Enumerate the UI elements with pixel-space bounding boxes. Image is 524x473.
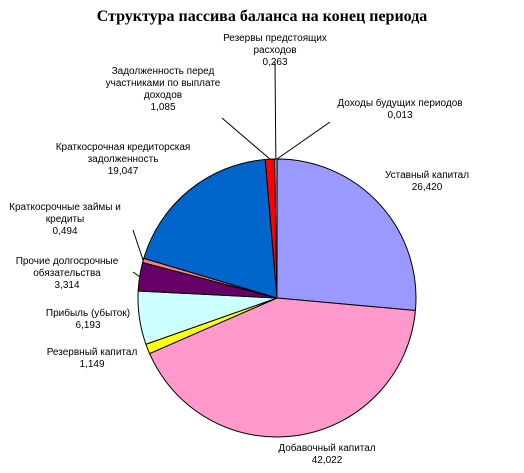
value-label: 1,085 <box>150 102 176 113</box>
slice-label: Краткосрочная кредиторская задолженность… <box>38 142 208 178</box>
pie-slice <box>274 158 278 299</box>
value-label: 19,047 <box>107 166 139 177</box>
category-label: Резервный капитал <box>46 347 138 358</box>
slice-label: Краткосрочные займы и кредиты 0,494 <box>0 202 130 238</box>
category-label: Уставный капитал <box>384 170 470 181</box>
value-label: 1,149 <box>79 359 105 370</box>
chart-title: Структура пассива баланса на конец перио… <box>96 8 428 25</box>
leader-line <box>276 121 331 160</box>
category-label: Краткосрочная кредиторская задолженность <box>55 142 191 165</box>
slice-label: Добавочный капитал 42,022 <box>267 443 387 467</box>
category-label: Доходы будущих периодов <box>337 98 463 109</box>
slice-label: Уставный капитал 26,420 <box>372 170 482 194</box>
value-label: 0,013 <box>387 110 413 121</box>
leader-line <box>132 271 140 278</box>
pie-slice <box>143 158 278 299</box>
value-label: 6,193 <box>75 320 101 331</box>
slice-label: Резервный капитал 1,149 <box>37 347 147 371</box>
category-label: Краткосрочные займы и кредиты <box>9 202 121 225</box>
value-label: 3,314 <box>54 280 80 291</box>
value-label: 0,494 <box>52 226 78 237</box>
slice-label: Доходы будущих периодов 0,013 <box>325 98 475 122</box>
pie-slice <box>276 158 417 312</box>
slice-label: Прочие долгосрочные обязательства 3,314 <box>2 256 132 292</box>
leader-line <box>221 117 271 160</box>
value-label: 26,420 <box>411 182 443 193</box>
leader-line <box>274 61 277 160</box>
category-label: Прибыль (убыток) <box>45 308 131 319</box>
category-label: Прочие долгосрочные обязательства <box>15 256 119 279</box>
category-label: Задолженность перед участниками по выпла… <box>105 66 221 101</box>
value-label: 0,263 <box>262 57 288 68</box>
slice-label: Резервы предстоящих расходов 0,263 <box>210 33 340 69</box>
leader-line <box>132 229 144 261</box>
value-label: 42,022 <box>311 455 343 466</box>
slice-label: Задолженность перед участниками по выпла… <box>103 66 223 114</box>
category-label: Резервы предстоящих расходов <box>223 33 327 56</box>
slice-label: Прибыль (убыток) 6,193 <box>33 308 143 332</box>
category-label: Добавочный капитал <box>278 443 376 454</box>
pie-slice <box>148 297 416 438</box>
